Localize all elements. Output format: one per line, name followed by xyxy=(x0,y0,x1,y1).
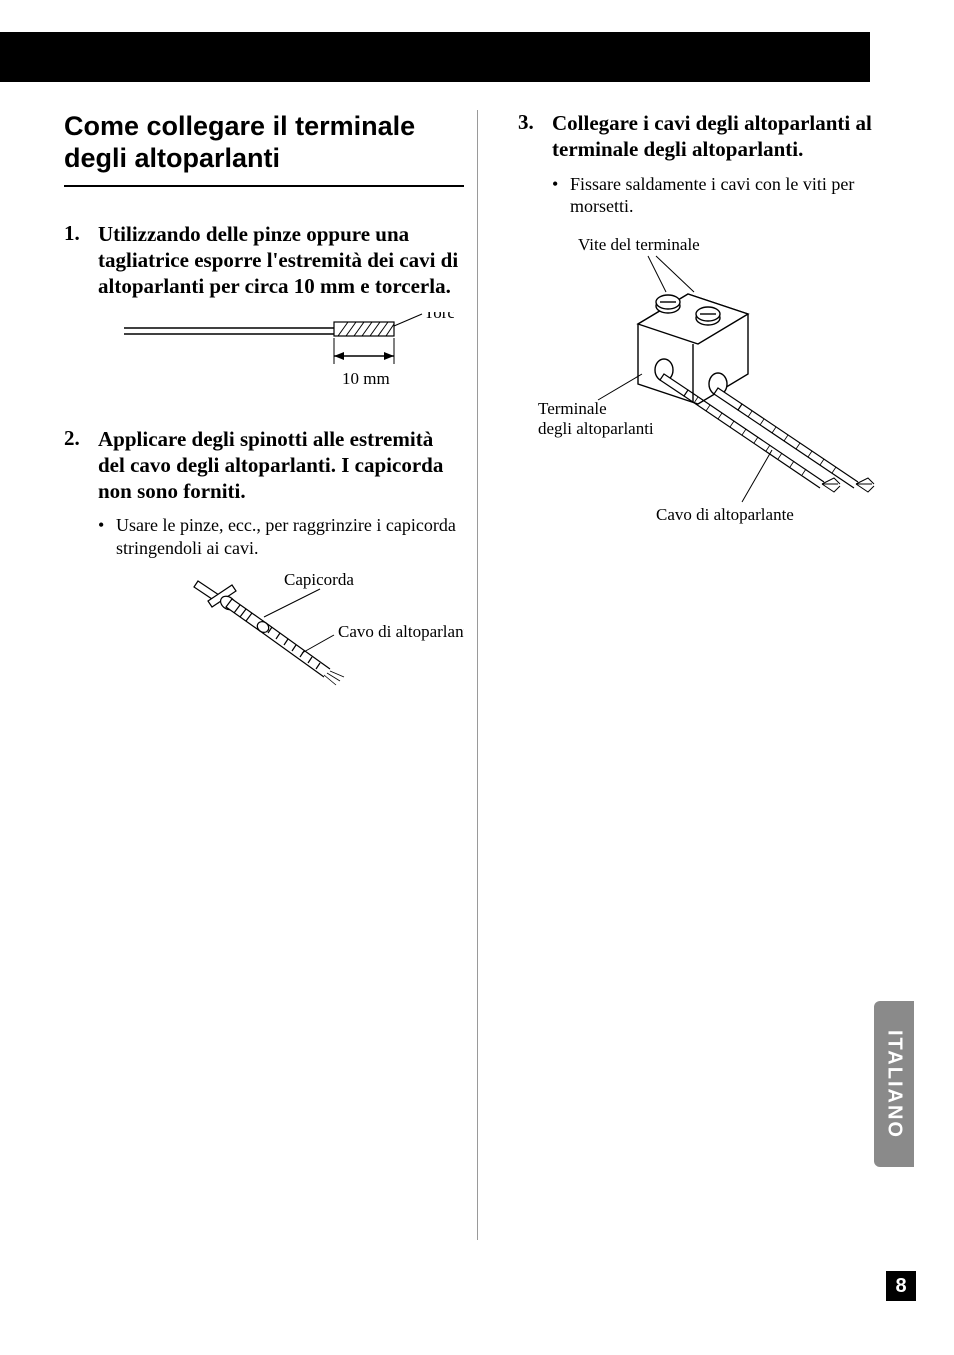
section-title: Come collegare il terminale degli altopa… xyxy=(64,110,464,187)
bullet-item: • Usare le pinze, ecc., per raggrinzire … xyxy=(98,514,464,559)
bullet-item: • Fissare saldamente i cavi con le viti … xyxy=(552,173,908,218)
fig2-label-lug: Capicorda xyxy=(284,571,354,589)
language-tab-label: ITALIANO xyxy=(883,1030,906,1139)
column-divider xyxy=(477,110,478,1240)
header-blackbar xyxy=(0,32,870,82)
figure-wire-strip: Torcere 10 mm xyxy=(124,312,464,398)
figure-terminal-block: Vite del terminale xyxy=(538,234,908,544)
fig1-label-twist: Torcere xyxy=(424,312,454,322)
step-text: Applicare degli spinotti alle estremità … xyxy=(98,426,464,505)
step-3: 3. Collegare i cavi degli altoparlanti a… xyxy=(518,110,908,218)
step-body: Collegare i cavi degli altoparlanti al t… xyxy=(552,110,908,218)
fig3-label-terminal-2: degli altoparlanti xyxy=(538,419,654,438)
step-2: 2. Applicare degli spinotti alle estremi… xyxy=(64,426,464,560)
step-body: Applicare degli spinotti alle estremità … xyxy=(98,426,464,560)
column-left: Come collegare il terminale degli altopa… xyxy=(64,110,464,729)
column-right: 3. Collegare i cavi degli altoparlanti a… xyxy=(518,110,908,729)
step-number: 1. xyxy=(64,221,98,300)
fig3-label-terminal-1: Terminale xyxy=(538,399,607,418)
step-number: 3. xyxy=(518,110,552,218)
bullet-dot-icon: • xyxy=(98,514,116,559)
step-1: 1. Utilizzando delle pinze oppure una ta… xyxy=(64,221,464,300)
bullet-dot-icon: • xyxy=(552,173,570,218)
step-body: Utilizzando delle pinze oppure una tagli… xyxy=(98,221,464,300)
page: Come collegare il terminale degli altopa… xyxy=(0,0,954,1355)
fig1-label-length: 10 mm xyxy=(342,369,390,388)
bullet-text: Fissare saldamente i cavi con le viti pe… xyxy=(570,173,908,218)
step-text: Utilizzando delle pinze oppure una tagli… xyxy=(98,221,464,300)
fig2-label-cable: Cavo di altoparlante xyxy=(338,622,464,641)
fig3-label-screw: Vite del terminale xyxy=(578,235,700,254)
step-text: Collegare i cavi degli altoparlanti al t… xyxy=(552,110,908,163)
page-number: 8 xyxy=(886,1271,916,1301)
language-tab: ITALIANO xyxy=(874,1001,914,1167)
step-number: 2. xyxy=(64,426,98,560)
fig3-label-cable: Cavo di altoparlante xyxy=(656,505,794,524)
bullet-text: Usare le pinze, ecc., per raggrinzire i … xyxy=(116,514,464,559)
figure-lug: Capicorda xyxy=(154,571,464,701)
